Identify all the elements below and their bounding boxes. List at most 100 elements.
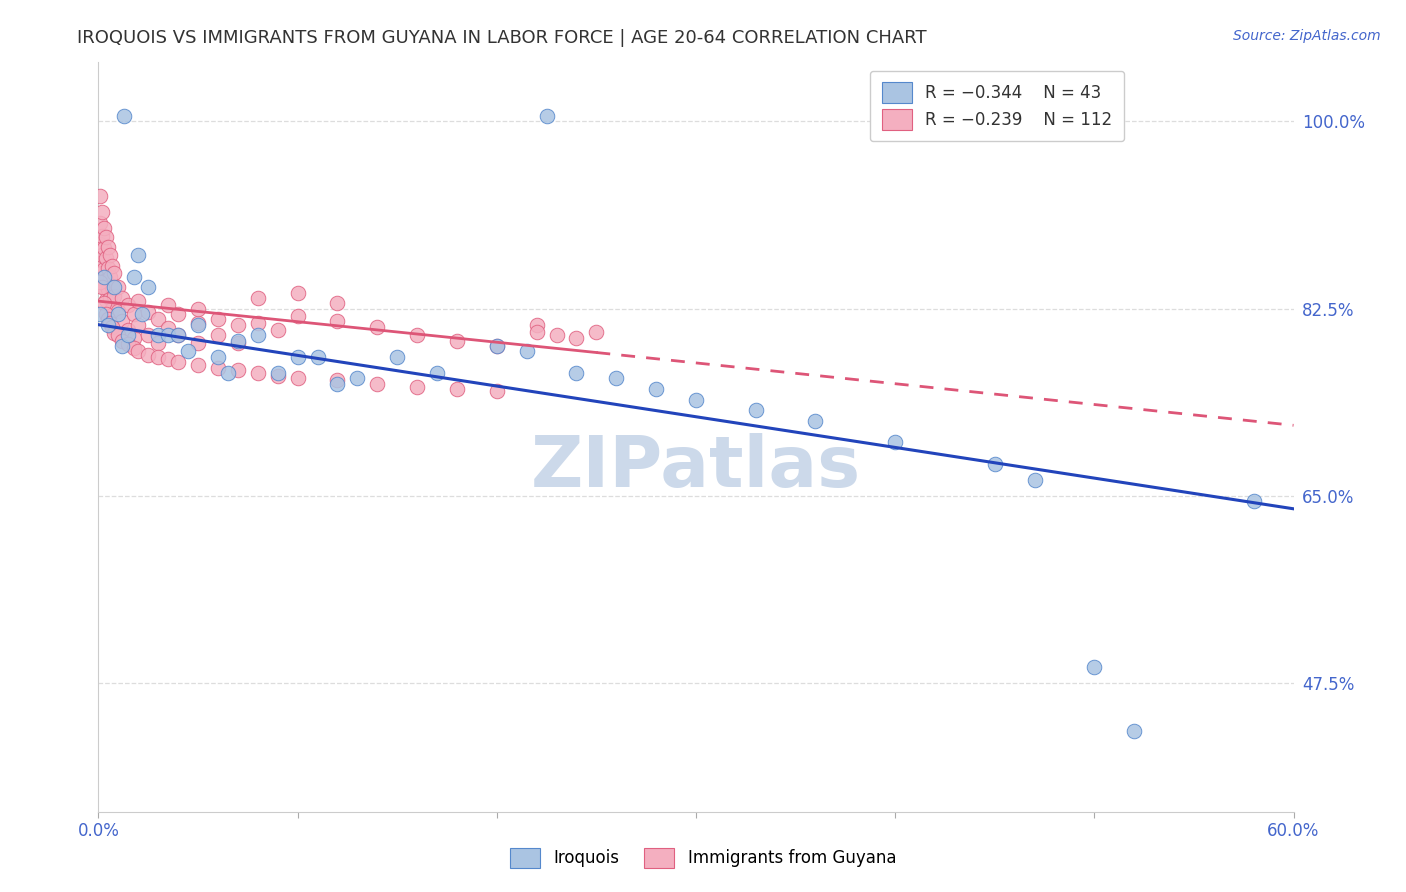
- Point: [685, 392, 707, 407]
- Point: [101, 319, 124, 334]
- Point: [446, 334, 468, 348]
- Point: [565, 330, 588, 344]
- Point: [148, 335, 170, 350]
- Point: [91, 266, 114, 280]
- Point: [246, 316, 269, 330]
- Point: [585, 325, 607, 339]
- Point: [103, 266, 125, 280]
- Point: [89, 307, 111, 321]
- Point: [136, 280, 159, 294]
- Point: [127, 248, 149, 262]
- Legend: Iroquois, Immigrants from Guyana: Iroquois, Immigrants from Guyana: [503, 841, 903, 875]
- Point: [97, 239, 120, 253]
- Point: [1123, 724, 1146, 739]
- Point: [177, 344, 200, 359]
- Point: [93, 241, 115, 255]
- Point: [96, 273, 118, 287]
- Point: [89, 255, 111, 269]
- Point: [131, 307, 153, 321]
- Point: [207, 350, 229, 364]
- Point: [226, 362, 249, 376]
- Point: [526, 325, 548, 339]
- Point: [117, 337, 139, 351]
- Point: [167, 307, 190, 321]
- Point: [187, 301, 209, 316]
- Legend: R = −0.344    N = 43, R = −0.239    N = 112: R = −0.344 N = 43, R = −0.239 N = 112: [870, 70, 1123, 142]
- Point: [127, 294, 149, 309]
- Point: [187, 359, 209, 373]
- Point: [226, 334, 249, 348]
- Point: [267, 323, 290, 337]
- Point: [111, 314, 134, 328]
- Point: [346, 371, 368, 385]
- Text: Source: ZipAtlas.com: Source: ZipAtlas.com: [1233, 29, 1381, 43]
- Point: [93, 262, 115, 277]
- Point: [536, 109, 558, 123]
- Point: [167, 328, 190, 343]
- Point: [446, 382, 468, 396]
- Point: [93, 280, 115, 294]
- Point: [124, 307, 146, 321]
- Point: [804, 414, 827, 428]
- Point: [136, 328, 159, 343]
- Point: [111, 334, 134, 348]
- Point: [97, 282, 120, 296]
- Point: [326, 314, 349, 328]
- Point: [97, 312, 120, 326]
- Point: [207, 312, 229, 326]
- Point: [98, 316, 122, 330]
- Point: [101, 301, 124, 316]
- Point: [148, 350, 170, 364]
- Point: [406, 380, 429, 394]
- Point: [96, 307, 118, 321]
- Point: [565, 366, 588, 380]
- Point: [267, 366, 290, 380]
- Point: [101, 280, 124, 294]
- Point: [117, 298, 139, 312]
- Point: [546, 328, 568, 343]
- Point: [287, 309, 309, 323]
- Point: [96, 230, 118, 244]
- Point: [267, 369, 290, 384]
- Point: [326, 296, 349, 310]
- Point: [103, 326, 125, 341]
- Point: [326, 376, 349, 391]
- Point: [217, 366, 239, 380]
- Point: [89, 237, 111, 252]
- Point: [101, 259, 124, 273]
- Point: [89, 216, 111, 230]
- Point: [485, 339, 508, 353]
- Point: [157, 328, 180, 343]
- Point: [287, 371, 309, 385]
- Point: [136, 305, 159, 319]
- Point: [167, 355, 190, 369]
- Point: [645, 382, 668, 396]
- Text: IROQUOIS VS IMMIGRANTS FROM GUYANA IN LABOR FORCE | AGE 20-64 CORRELATION CHART: IROQUOIS VS IMMIGRANTS FROM GUYANA IN LA…: [77, 29, 927, 46]
- Point: [124, 269, 146, 284]
- Point: [97, 318, 120, 332]
- Point: [157, 298, 180, 312]
- Point: [226, 335, 249, 350]
- Point: [98, 269, 122, 284]
- Point: [426, 366, 449, 380]
- Point: [485, 384, 508, 398]
- Point: [103, 280, 125, 294]
- Point: [526, 318, 548, 332]
- Point: [103, 289, 125, 303]
- Point: [307, 350, 329, 364]
- Point: [107, 303, 129, 318]
- Point: [89, 275, 111, 289]
- Point: [366, 319, 388, 334]
- Point: [96, 293, 118, 307]
- Point: [96, 252, 118, 266]
- Point: [167, 328, 190, 343]
- Point: [1243, 494, 1265, 508]
- Point: [366, 376, 388, 391]
- Point: [884, 435, 907, 450]
- Point: [97, 260, 120, 275]
- Point: [207, 328, 229, 343]
- Point: [187, 316, 209, 330]
- Point: [127, 344, 149, 359]
- Point: [107, 328, 129, 343]
- Point: [93, 296, 115, 310]
